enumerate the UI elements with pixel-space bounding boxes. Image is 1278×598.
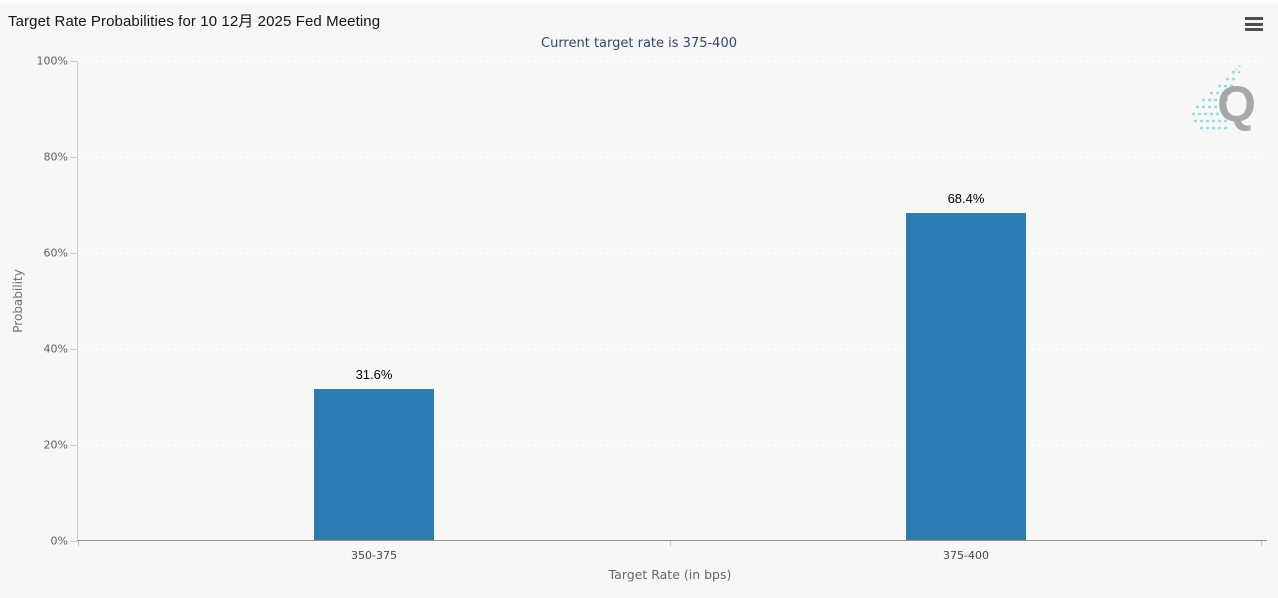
x-axis-tick [670, 541, 671, 546]
y-axis-tick-label: 40% [43, 342, 68, 356]
y-axis-tick-label: 80% [43, 150, 68, 164]
y-axis-tick-label: 100% [36, 54, 68, 68]
y-axis-tick-label: 0% [50, 534, 68, 548]
x-category-label: 375-400 [943, 549, 989, 562]
watermark-q-letter: Q [1217, 76, 1256, 132]
y-gridline [78, 156, 1262, 158]
x-axis-line [77, 540, 1267, 541]
y-axis-tick-label: 20% [43, 438, 68, 452]
chart-title: Target Rate Probabilities for 10 12月 202… [8, 13, 381, 30]
bar-375-400[interactable] [906, 213, 1026, 541]
y-axis-tick [70, 61, 78, 62]
bar-350-375[interactable] [314, 389, 434, 541]
y-gridline [78, 348, 1262, 350]
y-axis-tick [70, 157, 78, 158]
chart-subtitle: Current target rate is 375-400 [541, 36, 737, 51]
y-axis-tick [70, 541, 78, 542]
x-category-label: 350-375 [351, 549, 397, 562]
y-axis-tick [70, 445, 78, 446]
plot-area: Q 0% 20% 40% 60% 80% 100% 31.6% 350-375 68.4% 375… [37, 55, 1267, 562]
y-axis-title: Probability [11, 269, 25, 333]
watermark-logo: Q [1182, 62, 1256, 148]
x-axis-tick [78, 541, 79, 546]
bar-value-label: 31.6% [355, 367, 393, 382]
x-axis-tick [1261, 541, 1262, 546]
watermark-swoosh-icon [1192, 63, 1242, 130]
y-axis-tick [70, 253, 78, 254]
y-gridline [78, 60, 1262, 62]
chart-menu-button[interactable] [1242, 13, 1266, 35]
hamburger-menu-icon [1245, 17, 1263, 31]
y-axis-line [77, 61, 78, 541]
y-axis-tick-label: 60% [43, 246, 68, 260]
y-axis-tick [70, 349, 78, 350]
bar-value-label: 68.4% [947, 191, 985, 206]
y-gridline [78, 444, 1262, 446]
x-axis-title: Target Rate (in bps) [608, 567, 732, 582]
y-gridline [78, 252, 1262, 254]
